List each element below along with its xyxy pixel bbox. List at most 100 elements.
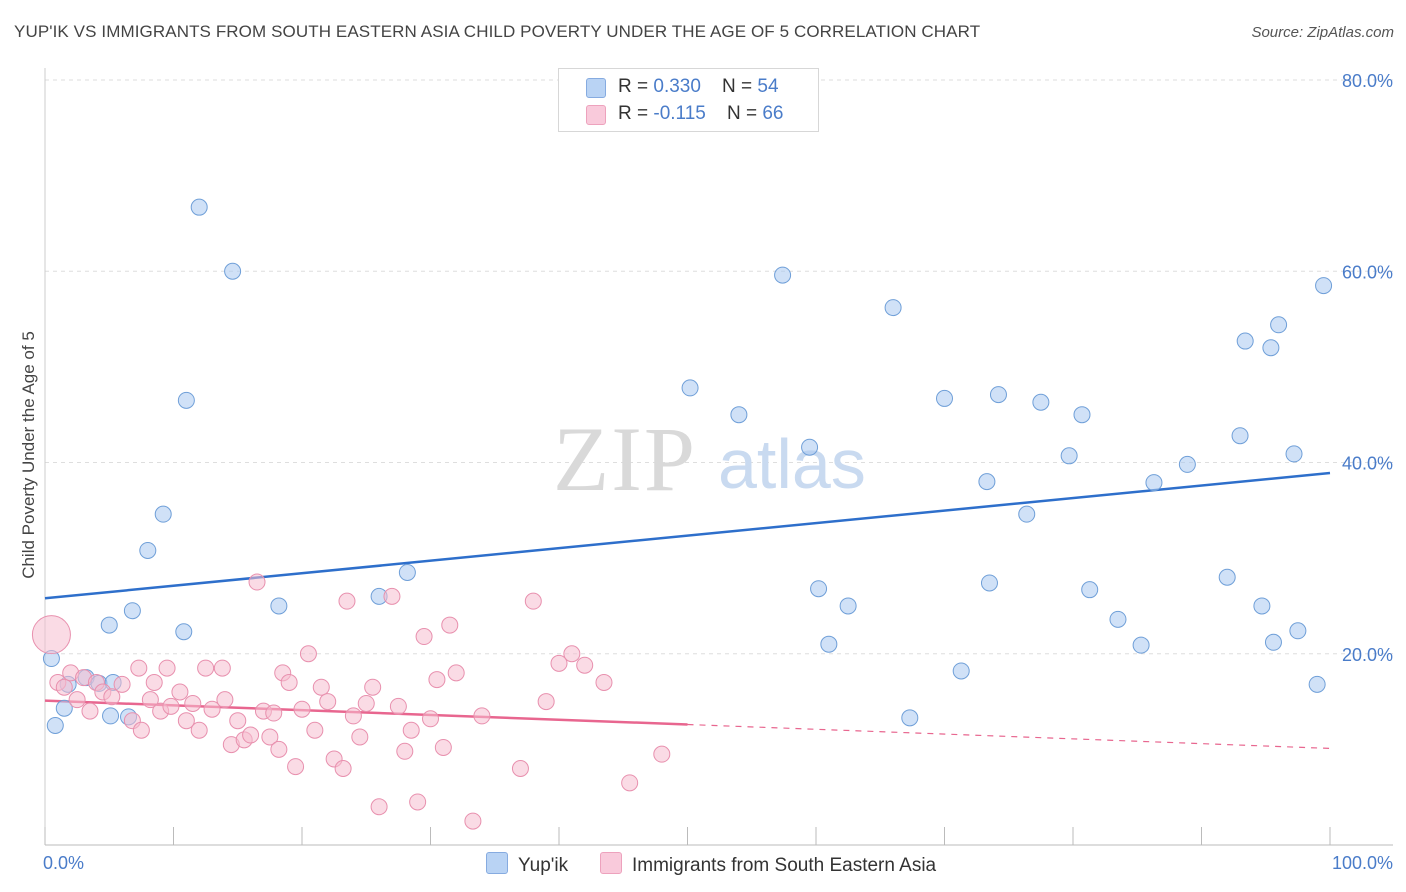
data-point [197, 659, 215, 677]
legend-r-label: R = [618, 103, 654, 124]
data-point [130, 659, 148, 677]
data-point [820, 635, 838, 653]
correlation-legend: R = 0.330 N = 54 R = -0.115 N = 66 [558, 68, 819, 132]
data-point [621, 774, 639, 792]
data-point [422, 710, 439, 728]
data-point [884, 299, 902, 317]
data-point [1231, 427, 1249, 445]
data-point [261, 728, 279, 746]
bottom-legend-label-immigrants: Immigrants from South Eastern Asia [632, 855, 937, 876]
x-tick-label: 0.0% [43, 853, 84, 873]
legend-swatch-yupik [586, 78, 606, 98]
y-tick-label: 80.0% [1342, 71, 1393, 91]
x-tick-labels: 0.0% 100.0% [43, 853, 1393, 873]
data-point [55, 699, 73, 717]
series-immigrants [31, 573, 671, 830]
data-point [383, 587, 401, 605]
legend-r-value: -0.115 [653, 103, 706, 124]
data-point [306, 721, 324, 739]
y-tick-label: 40.0% [1342, 454, 1393, 474]
data-point [1285, 445, 1303, 463]
bottom-legend-swatch-immigrants [600, 852, 622, 874]
data-point [537, 693, 555, 711]
data-point [1270, 316, 1288, 334]
data-point [1236, 332, 1254, 350]
legend-stats-yupik: R = 0.330 N = 54 [618, 76, 779, 98]
data-point [402, 721, 420, 739]
data-point [952, 662, 970, 680]
data-point [216, 691, 234, 709]
data-point [1073, 406, 1091, 424]
data-point [229, 712, 247, 730]
data-point [1132, 636, 1150, 654]
grid-lines [45, 79, 1393, 655]
data-point [184, 694, 202, 712]
legend-n-value: 66 [762, 103, 784, 124]
trend-line-immigrants-extension [687, 723, 1331, 750]
data-point [409, 793, 427, 811]
data-point [100, 616, 118, 634]
data-point [1145, 474, 1163, 492]
data-point [415, 628, 433, 646]
data-point [265, 704, 283, 722]
data-point [102, 707, 120, 725]
data-point [319, 693, 337, 711]
data-point [511, 760, 529, 777]
data-point [338, 592, 356, 610]
legend-n-label: N = [722, 76, 758, 97]
data-point [113, 675, 131, 693]
data-point [396, 742, 414, 760]
data-point [248, 573, 266, 591]
legend-r-label: R = [618, 76, 654, 97]
data-point [1060, 447, 1078, 465]
data-point [1109, 610, 1127, 628]
data-point [1315, 277, 1333, 295]
data-point [398, 563, 416, 581]
bottom-legend-swatch-yupik [486, 852, 508, 874]
data-point [550, 654, 568, 672]
data-point [190, 198, 208, 216]
data-point [177, 391, 195, 409]
data-point [473, 707, 491, 725]
data-point [989, 386, 1007, 404]
data-point [563, 645, 581, 663]
data-point [154, 505, 172, 523]
bottom-legend-yupik: Yup'ik [486, 852, 568, 876]
data-point [1018, 505, 1036, 523]
axes [44, 68, 1393, 846]
data-point [936, 389, 953, 407]
data-point [434, 738, 452, 756]
legend-n-label: N = [726, 103, 763, 124]
data-point [364, 678, 382, 696]
data-point [293, 700, 311, 718]
data-point [774, 266, 792, 284]
data-point [839, 597, 857, 615]
data-point [270, 597, 288, 615]
data-point [158, 659, 176, 677]
y-axis-label: Child Poverty Under the Age of 5 [19, 331, 38, 579]
data-point [190, 721, 208, 739]
data-point [81, 702, 99, 720]
data-point [171, 683, 189, 701]
data-point [344, 707, 362, 725]
data-point [1253, 597, 1271, 615]
data-point [334, 760, 352, 777]
data-point [524, 592, 542, 610]
data-point [224, 262, 242, 280]
data-point [681, 379, 699, 397]
data-point [68, 691, 86, 709]
legend-stats-immigrants: R = -0.115 N = 66 [618, 103, 783, 125]
legend-row-yupik: R = 0.330 N = 54 [559, 74, 818, 100]
data-point [145, 673, 163, 691]
y-tick-labels: 20.0% 40.0% 60.0% 80.0% [1342, 71, 1393, 665]
data-point [46, 716, 64, 734]
legend-row-immigrants: R = -0.115 N = 66 [559, 101, 818, 127]
y-tick-label: 60.0% [1342, 262, 1393, 282]
data-point [1218, 568, 1236, 586]
legend-swatch-immigrants [586, 105, 606, 125]
legend-n-value: 54 [757, 76, 779, 97]
legend-r-value: 0.330 [653, 76, 701, 97]
data-point [730, 406, 748, 424]
trend-lines [44, 471, 1331, 750]
data-point [901, 709, 919, 727]
